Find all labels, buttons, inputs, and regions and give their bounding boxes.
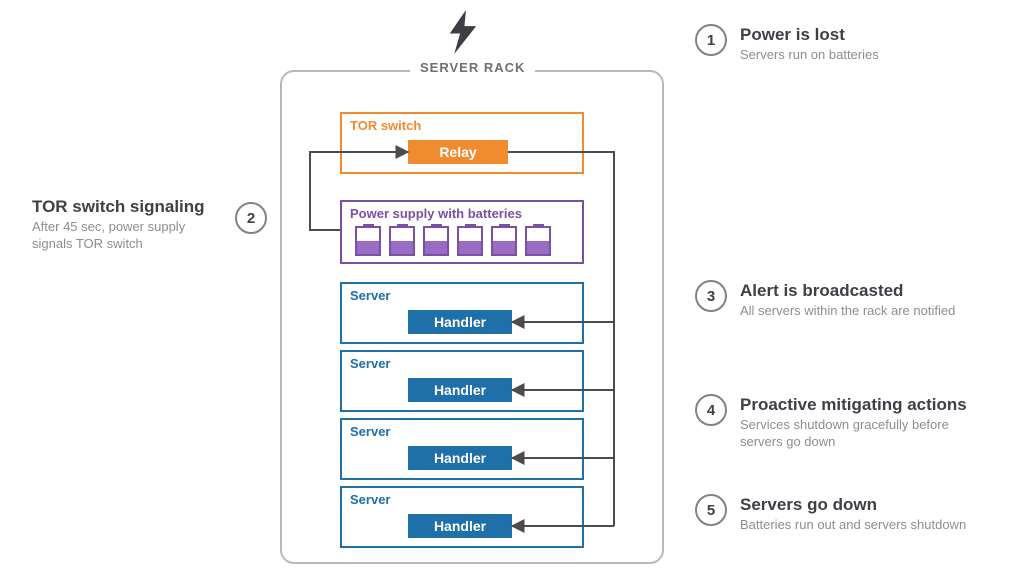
step-2-title: TOR switch signaling xyxy=(32,196,227,217)
power-supply-box-title: Power supply with batteries xyxy=(350,206,522,221)
step-1-text: Power is lost Servers run on batteries xyxy=(740,24,990,64)
tor-switch-box-title: TOR switch xyxy=(350,118,421,133)
server-box-1-title: Server xyxy=(350,288,390,303)
server-box-3-chip: Handler xyxy=(408,446,512,470)
step-3-text: Alert is broadcasted All servers within t… xyxy=(740,280,990,320)
step-5-sub: Batteries run out and servers shutdown xyxy=(740,517,990,534)
step-2-text: TOR switch signalingAfter 45 sec, power … xyxy=(32,196,227,253)
server-box-4-chip: Handler xyxy=(408,514,512,538)
step-2-sub: After 45 sec, power supply signals TOR s… xyxy=(32,219,227,253)
battery-icon xyxy=(457,226,483,256)
battery-icon xyxy=(491,226,517,256)
server-box-2-title: Server xyxy=(350,356,390,371)
step-4-text: Proactive mitigating actionsServices shu… xyxy=(740,394,990,451)
diagram-canvas: SERVER RACK TOR switch Relay Power supply w… xyxy=(0,0,1023,578)
step-3-sub: All servers within the rack are notified xyxy=(740,303,990,320)
battery-icon xyxy=(389,226,415,256)
step-4-title: Proactive mitigating actions xyxy=(740,394,990,415)
step-2-circle: 2 xyxy=(235,202,267,234)
step-4-circle: 4 xyxy=(695,394,727,426)
server-box-4-title: Server xyxy=(350,492,390,507)
step-1-circle: 1 xyxy=(695,24,727,56)
step-1-sub: Servers run on batteries xyxy=(740,47,990,64)
server-box-1-chip: Handler xyxy=(408,310,512,334)
battery-icon xyxy=(423,226,449,256)
battery-icon xyxy=(525,226,551,256)
tor-switch-box-chip: Relay xyxy=(408,140,508,164)
step-5-circle: 5 xyxy=(695,494,727,526)
step-1-title: Power is lost xyxy=(740,24,990,45)
server-box-2-chip: Handler xyxy=(408,378,512,402)
battery-icon xyxy=(355,226,381,256)
server-box-3-title: Server xyxy=(350,424,390,439)
lightning-icon xyxy=(445,10,481,54)
server-rack-label: SERVER RACK xyxy=(410,60,535,75)
step-5-title: Servers go down xyxy=(740,494,990,515)
step-5-text: Servers go down Batteries run out and ser… xyxy=(740,494,990,534)
step-4-sub: Services shutdown gracefully before serv… xyxy=(740,417,990,451)
step-3-title: Alert is broadcasted xyxy=(740,280,990,301)
step-3-circle: 3 xyxy=(695,280,727,312)
